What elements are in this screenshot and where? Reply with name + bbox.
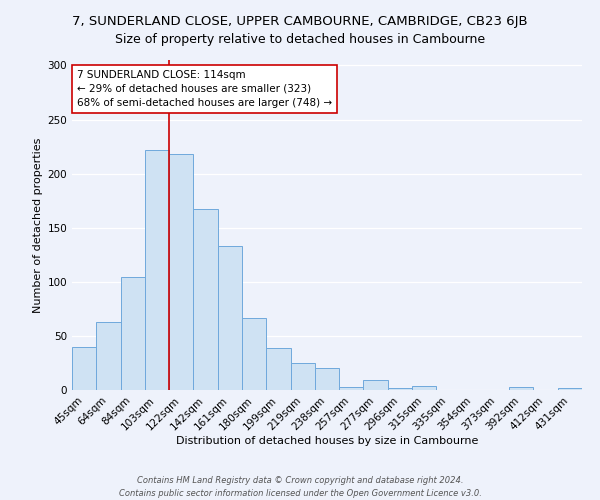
Text: Contains HM Land Registry data © Crown copyright and database right 2024.
Contai: Contains HM Land Registry data © Crown c… — [119, 476, 481, 498]
Bar — [558, 388, 582, 390]
Bar — [364, 380, 388, 390]
Bar — [96, 322, 121, 390]
Bar — [315, 368, 339, 390]
Bar — [145, 150, 169, 390]
Bar — [72, 346, 96, 390]
Bar — [242, 318, 266, 390]
Bar — [193, 210, 218, 390]
Y-axis label: Number of detached properties: Number of detached properties — [33, 138, 43, 312]
Bar — [509, 387, 533, 390]
Text: Size of property relative to detached houses in Cambourne: Size of property relative to detached ho… — [115, 32, 485, 46]
Bar — [266, 348, 290, 390]
Bar — [290, 363, 315, 390]
Bar — [412, 386, 436, 390]
Text: 7 SUNDERLAND CLOSE: 114sqm
← 29% of detached houses are smaller (323)
68% of sem: 7 SUNDERLAND CLOSE: 114sqm ← 29% of deta… — [77, 70, 332, 108]
Bar — [169, 154, 193, 390]
X-axis label: Distribution of detached houses by size in Cambourne: Distribution of detached houses by size … — [176, 436, 478, 446]
Bar — [339, 387, 364, 390]
Bar — [121, 278, 145, 390]
Text: 7, SUNDERLAND CLOSE, UPPER CAMBOURNE, CAMBRIDGE, CB23 6JB: 7, SUNDERLAND CLOSE, UPPER CAMBOURNE, CA… — [72, 15, 528, 28]
Bar — [218, 246, 242, 390]
Bar — [388, 388, 412, 390]
